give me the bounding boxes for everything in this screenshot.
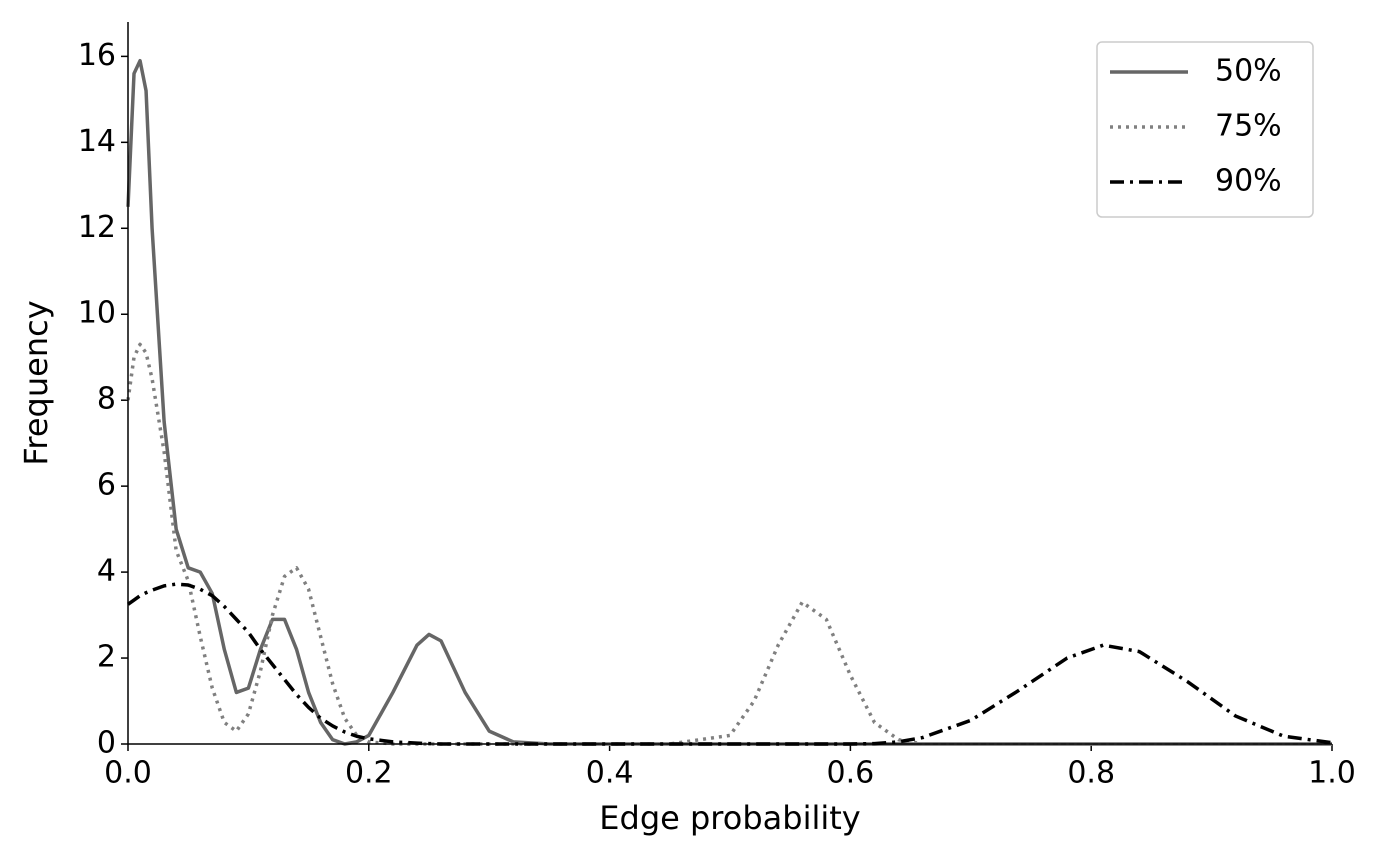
x-tick-label: 1.0 [1308,756,1356,791]
legend-label: 90% [1215,164,1282,199]
legend-label: 75% [1215,109,1282,144]
y-tick-label: 16 [78,38,116,73]
x-tick-label: 0.0 [104,756,152,791]
x-tick-label: 0.8 [1067,756,1115,791]
y-tick-label: 2 [97,640,116,675]
legend-box [1096,41,1314,218]
series-line [126,342,1332,746]
x-axis-label: Edge probability [599,799,860,837]
y-tick-label: 4 [97,554,116,589]
y-tick-label: 12 [78,210,116,245]
y-axis-label: Frequency [17,300,55,465]
x-tick-label: 0.6 [827,756,875,791]
x-tick-label: 0.4 [586,756,634,791]
y-tick-label: 6 [97,468,116,503]
legend-label: 50% [1215,54,1282,89]
series-line [126,582,1333,746]
y-tick-label: 0 [97,726,116,761]
y-tick-label: 8 [97,382,116,417]
x-tick-label: 0.2 [345,756,393,791]
y-tick-label: 10 [78,296,116,331]
y-tick-label: 14 [78,124,116,159]
